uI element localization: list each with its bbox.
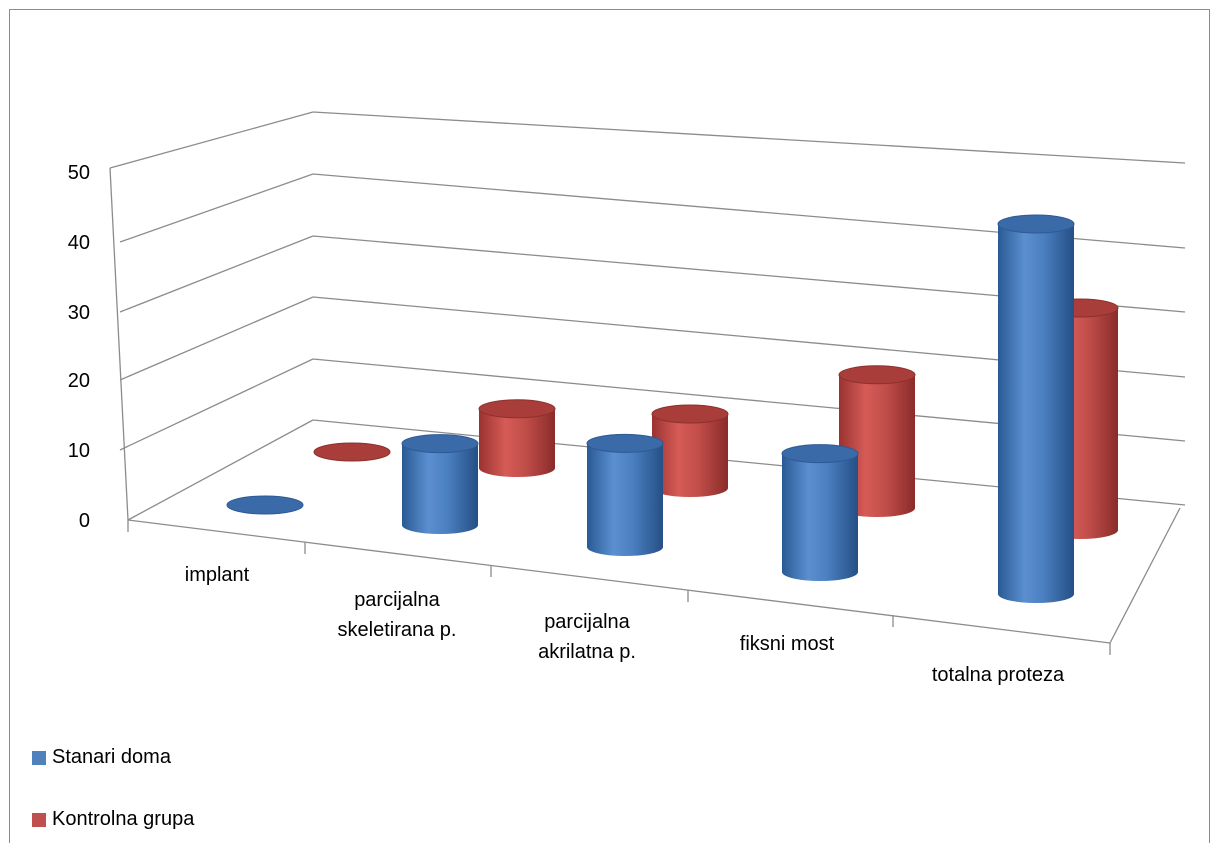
y-tick-label: 40 [68, 232, 90, 254]
y-tick-label: 10 [68, 440, 90, 462]
bar-stanari-4 [997, 214, 1075, 603]
floor-front-edge [127, 519, 1111, 644]
bar-stanari-1 [401, 434, 479, 534]
legend-label: Stanari doma [52, 746, 171, 768]
bar-stanari-0 [226, 495, 304, 515]
legend-label: Kontrolna grupa [52, 808, 195, 830]
y-axis-line [109, 167, 129, 521]
floor-right-edge [1109, 507, 1181, 644]
y-tick-label: 20 [68, 370, 90, 392]
bar-stanari-3 [781, 444, 859, 581]
side-wall-20 [119, 296, 314, 381]
y-tick-label: 30 [68, 302, 90, 324]
side-wall-30 [119, 235, 314, 313]
legend-item-stanari: Stanari doma [32, 746, 171, 769]
y-axis-ticks: 0 10 20 30 40 50 [68, 162, 90, 532]
x-axis-labels: implant parcijalna skeletirana p. parcijaln… [185, 564, 1065, 686]
side-wall [109, 167, 314, 521]
x-tick-label: parcijalna akrilatna p. [538, 611, 636, 663]
legend-swatch-blue [32, 750, 46, 765]
bar-kontrolna-0 [313, 442, 391, 462]
floor [127, 419, 1181, 644]
x-tick-label: parcijalna skeletirana p. [338, 589, 457, 641]
floor-back-edge [127, 419, 314, 521]
bar-stanari-2 [586, 433, 664, 556]
x-axis-ticks [127, 520, 1111, 655]
y-tick-label: 50 [68, 162, 90, 184]
gridline-50-front [109, 111, 314, 169]
x-tick-label: fiksni most [740, 633, 835, 655]
bar-kontrolna-1 [478, 399, 556, 477]
legend-item-kontrolna: Kontrolna grupa [32, 808, 194, 831]
x-tick-label: implant [185, 564, 250, 586]
y-tick-label: 0 [79, 510, 90, 532]
legend-swatch-red [32, 812, 46, 827]
side-wall-40 [119, 173, 314, 243]
x-tick-label: totalna proteza [932, 664, 1065, 686]
bar-kontrolna-2 [651, 404, 729, 497]
side-wall-10 [119, 358, 314, 451]
bars [226, 214, 1119, 603]
gridline-50 [312, 111, 1186, 164]
